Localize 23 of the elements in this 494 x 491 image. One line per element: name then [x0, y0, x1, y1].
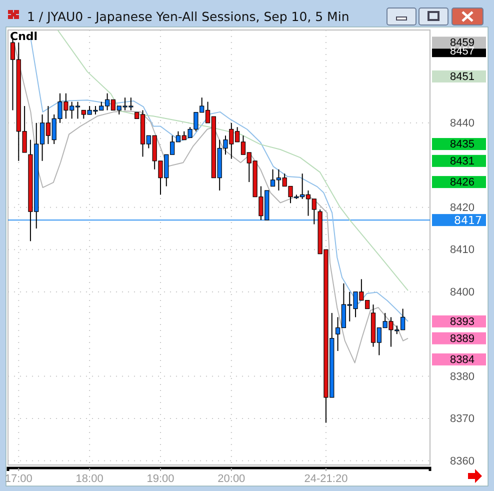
y-tick-label: 8431	[450, 155, 474, 168]
y-tick-label: 8426	[450, 176, 474, 189]
y-tick-label: 8420	[450, 202, 474, 214]
y-tick-label: 8435	[450, 138, 474, 151]
y-tick-label: 8440	[450, 117, 474, 130]
x-tick-label: 24-21:20	[304, 472, 348, 485]
y-tick-label: 8457	[450, 46, 474, 58]
y-tick-label: 8389	[450, 332, 474, 345]
x-tick-label: 20:00	[218, 472, 246, 485]
x-tick-label: 19:00	[146, 472, 174, 485]
y-tick-label: 8393	[450, 316, 474, 328]
y-tick-label: 8400	[450, 286, 474, 298]
y-tick-label: 8384	[450, 354, 474, 366]
line-series	[57, 30, 409, 292]
y-tick-label: 8380	[450, 370, 474, 383]
ref-line-label: 8417	[454, 214, 482, 228]
annotation: Cndl	[10, 30, 38, 43]
y-tick-label: 8360	[450, 455, 474, 468]
y-tick-label: 8410	[450, 244, 474, 256]
y-tick-label: 8451	[450, 70, 474, 83]
y-tick-label: 8370	[450, 413, 474, 426]
chart-title: 1 / JYAU0 - Japanese Yen-All Sessions, Sep 10, 5 Min	[27, 9, 350, 24]
x-tick-label: 18:00	[76, 472, 104, 485]
